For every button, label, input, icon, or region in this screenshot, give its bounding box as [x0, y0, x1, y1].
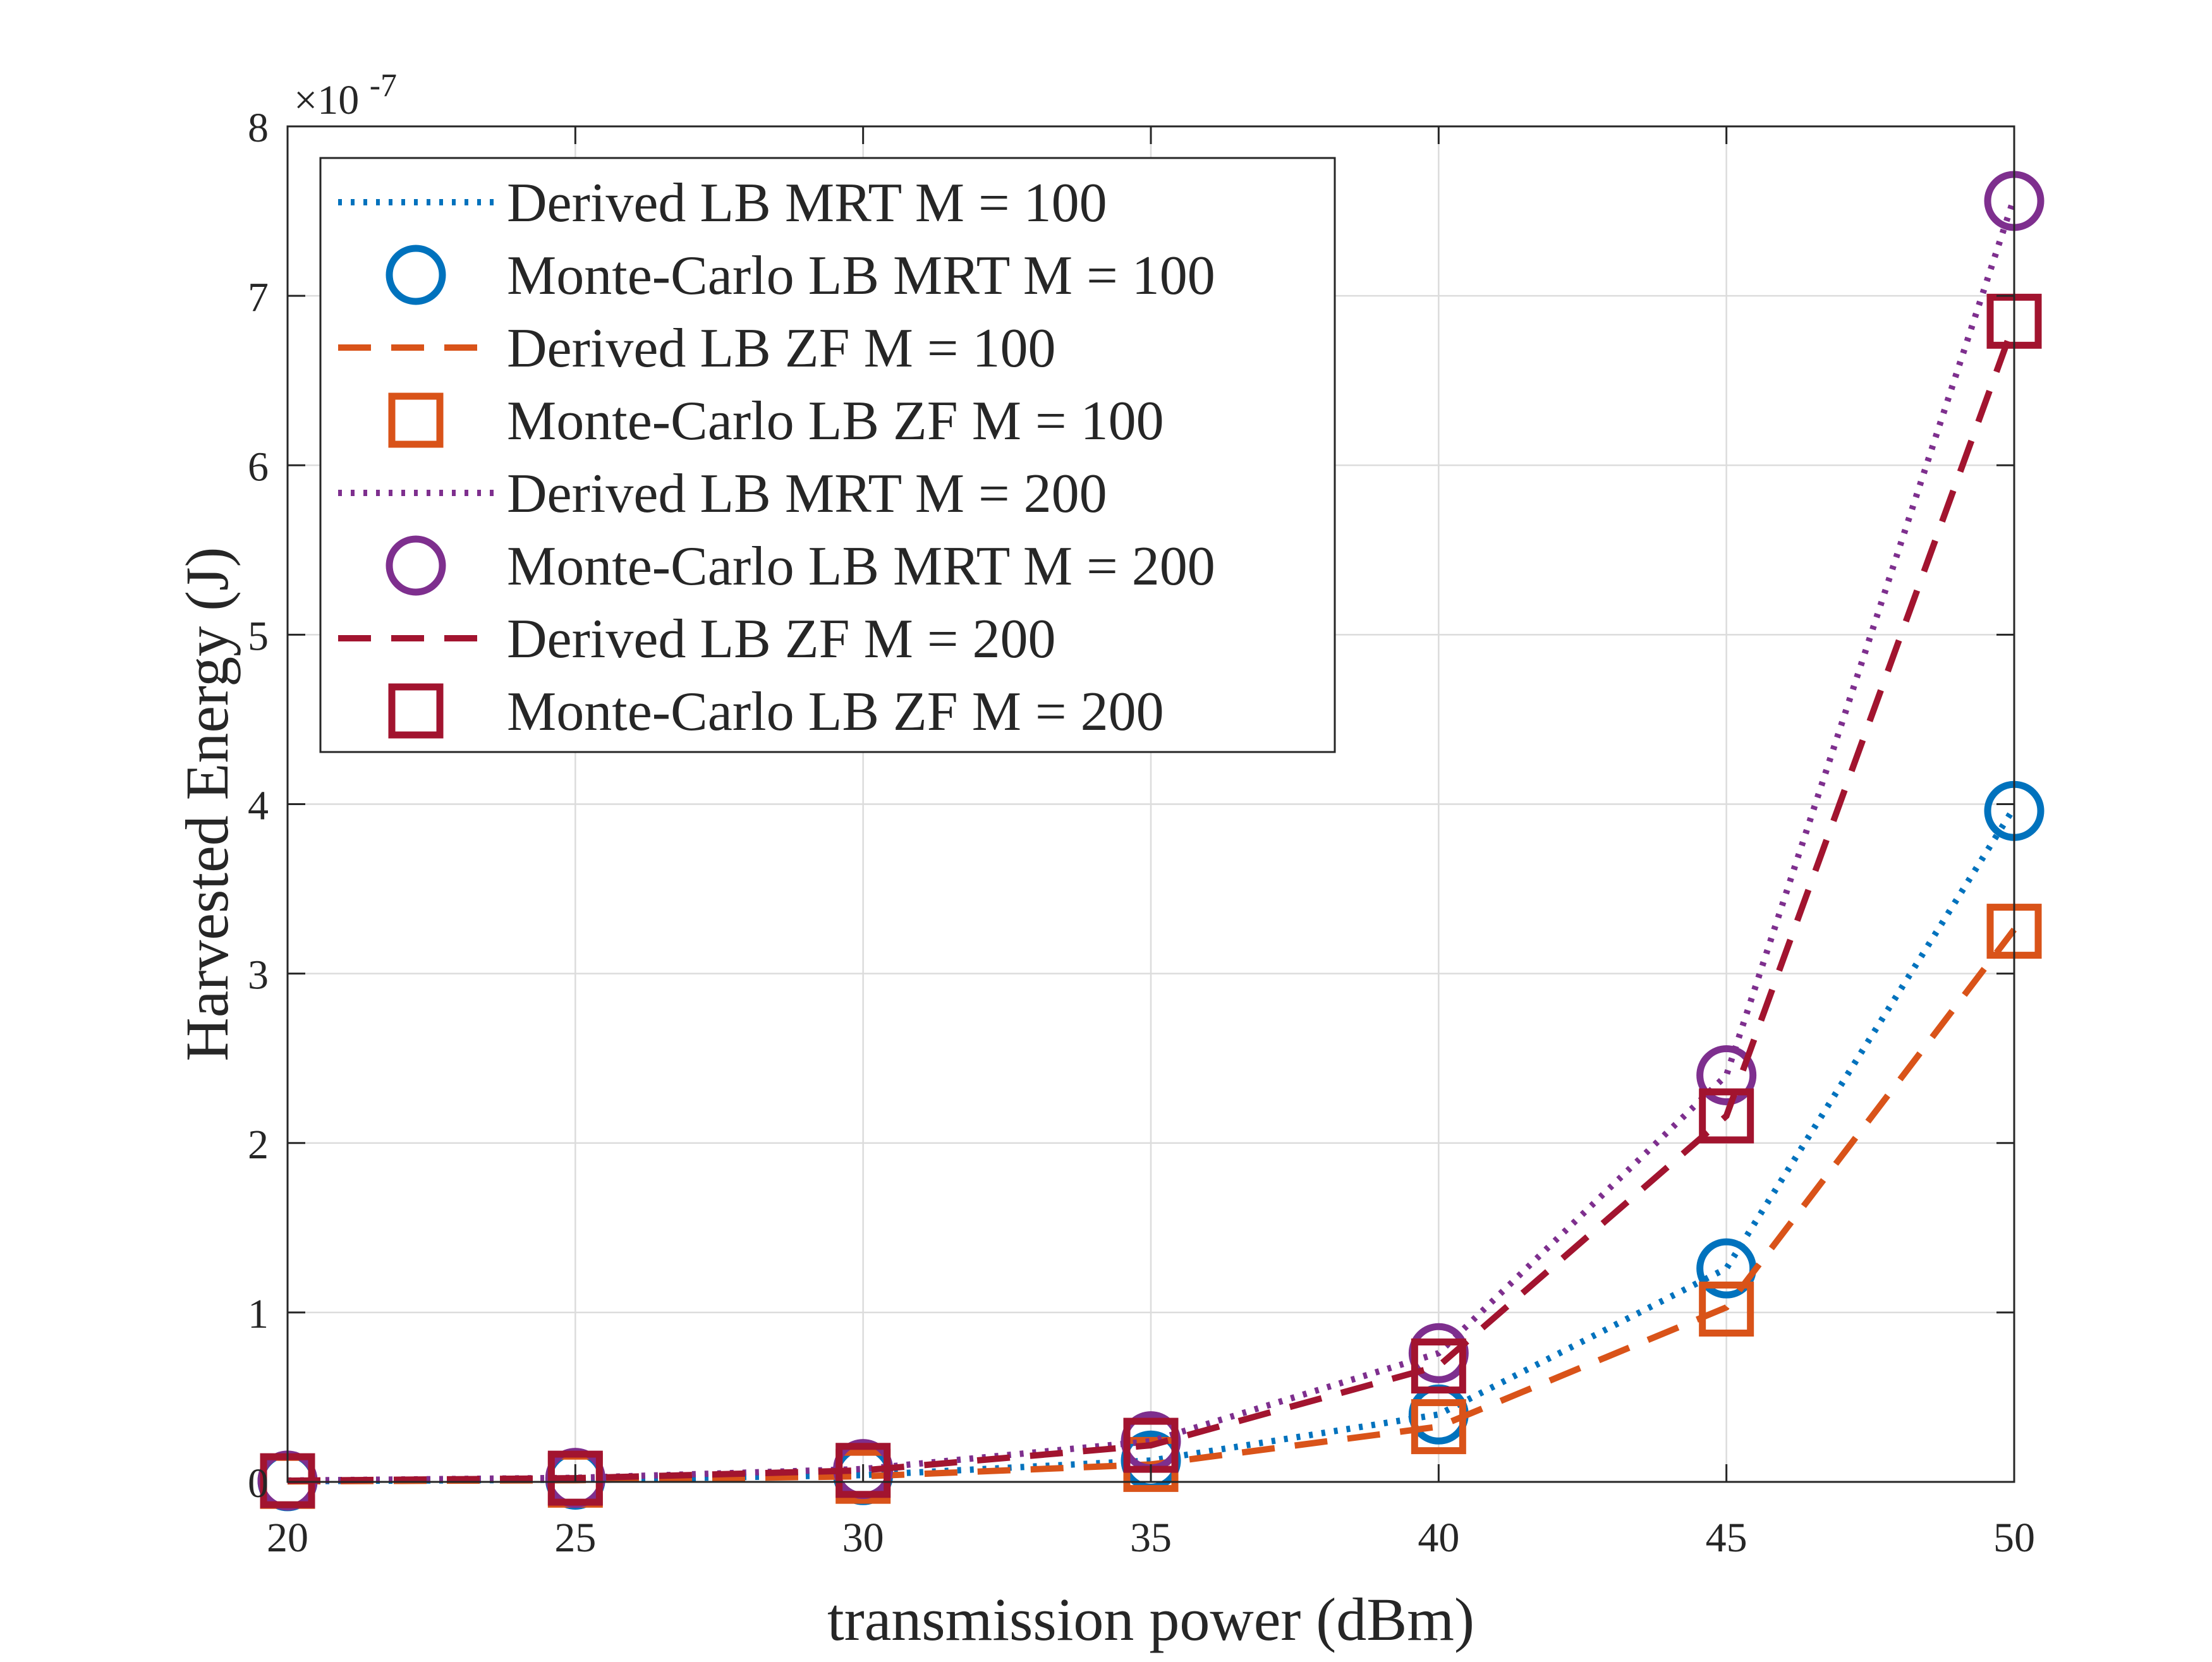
y-axis-exponent-power: -7	[370, 68, 397, 104]
data-point-marker	[547, 1450, 603, 1506]
data-point-marker	[836, 1443, 891, 1498]
legend-label: Monte-Carlo LB MRT M = 200	[507, 536, 1215, 597]
legend-entry: Monte-Carlo LB ZF M = 100	[388, 391, 1164, 452]
data-point-marker	[1411, 1399, 1466, 1455]
x-axis-title: transmission power (dBm)	[827, 1586, 1474, 1653]
y-tick-label: 0	[248, 1460, 269, 1507]
legend-marker-sample	[386, 245, 446, 305]
x-tick-label: 40	[1418, 1515, 1459, 1561]
x-tick-label: 45	[1706, 1515, 1747, 1561]
legend-marker-sample	[388, 683, 444, 739]
legend-entry: Monte-Carlo LB MRT M = 100	[386, 245, 1215, 306]
legend-label: Derived LB MRT M = 100	[507, 173, 1107, 234]
data-point-marker	[1699, 1282, 1754, 1337]
legend-label: Derived LB ZF M = 200	[507, 609, 1055, 670]
legend-entry: Monte-Carlo LB MRT M = 200	[386, 535, 1215, 597]
legend: Derived LB MRT M = 100 Monte-Carlo LB MRT…	[319, 157, 1336, 753]
y-tick-label: 5	[248, 613, 269, 659]
data-point-marker	[1699, 1088, 1754, 1144]
data-point-marker	[1411, 1338, 1466, 1394]
y-tick-label: 4	[248, 783, 269, 829]
legend-marker-sample	[388, 392, 444, 448]
legend-label: Monte-Carlo LB MRT M = 100	[507, 245, 1215, 306]
legend-label: Monte-Carlo LB ZF M = 200	[507, 681, 1164, 743]
legend-label: Derived LB MRT M = 200	[507, 463, 1107, 525]
y-tick-label: 1	[248, 1291, 269, 1337]
data-point-marker	[1696, 1045, 1757, 1105]
y-tick-label: 2	[248, 1122, 269, 1168]
legend-entry: Derived LB MRT M = 200	[338, 463, 1107, 525]
y-tick-label: 7	[248, 274, 269, 320]
legend-label: Derived LB ZF M = 100	[507, 318, 1055, 379]
x-tick-label: 35	[1130, 1515, 1172, 1561]
x-axis-ticks: 20 25 30 35 40 45 50	[267, 126, 2035, 1561]
x-tick-label: 25	[554, 1515, 596, 1561]
legend-entry: Derived LB MRT M = 100	[338, 173, 1107, 234]
x-tick-label: 50	[1993, 1515, 2035, 1561]
legend-marker-sample	[386, 535, 446, 596]
x-tick-label: 20	[267, 1515, 308, 1561]
legend-entry: Derived LB ZF M = 200	[338, 609, 1055, 670]
legend-entry: Derived LB ZF M = 100	[338, 318, 1055, 379]
y-axis-title: Harvested Energy (J)	[173, 547, 241, 1062]
legend-label: Monte-Carlo LB ZF M = 100	[507, 391, 1164, 452]
y-tick-label: 3	[248, 952, 269, 998]
y-axis-exponent-base: ×10	[294, 77, 359, 123]
x-tick-label: 30	[842, 1515, 884, 1561]
y-tick-label: 6	[248, 444, 269, 490]
y-tick-label: 8	[248, 105, 269, 151]
legend-box	[319, 157, 1336, 753]
legend-entry: Monte-Carlo LB ZF M = 200	[388, 681, 1164, 743]
y-axis-exponent: ×10 -7	[294, 68, 397, 123]
y-axis-ticks: 0 1 2 3 4 5 6 7 8	[248, 105, 2014, 1507]
